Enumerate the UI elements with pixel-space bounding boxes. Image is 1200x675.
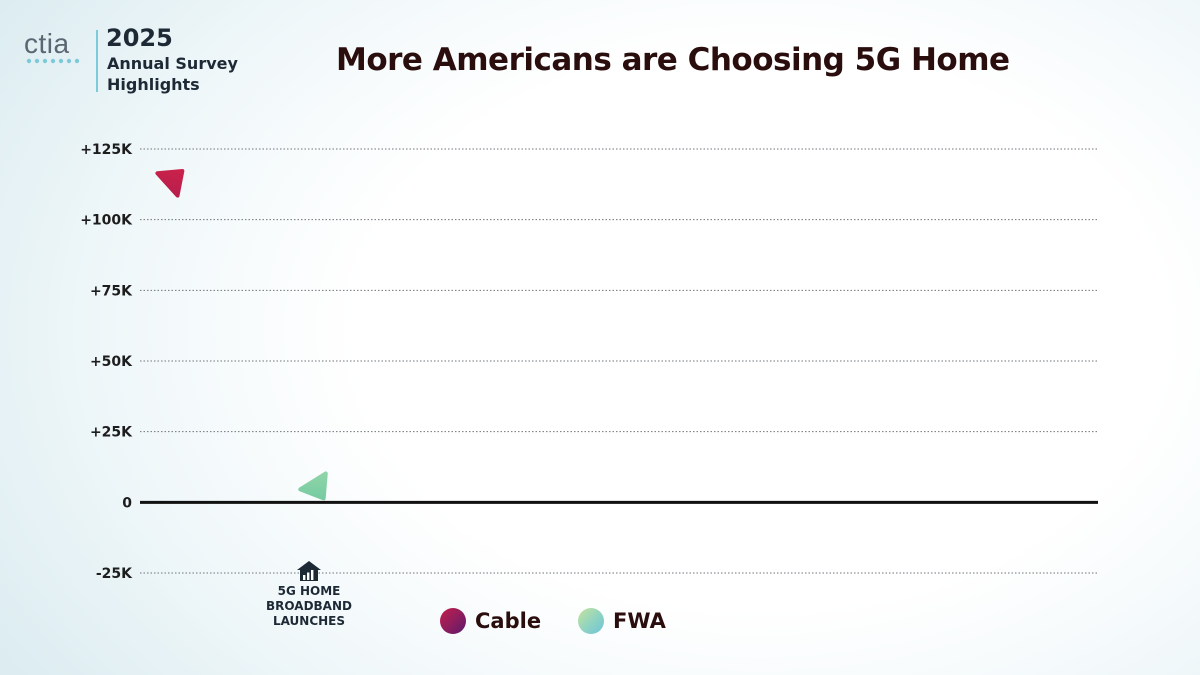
annotation-line: BROADBAND — [266, 599, 352, 613]
arrow-head — [155, 169, 185, 198]
arrow-shaft — [143, 177, 175, 207]
arrow-head — [298, 471, 328, 501]
legend-swatch-fwa — [578, 608, 604, 634]
chart-title: More Americans are Choosing 5G Home — [336, 42, 1010, 78]
y-tick-label: -25K — [96, 566, 133, 582]
legend-label-cable: Cable — [475, 609, 542, 633]
logo-divider — [96, 30, 98, 92]
arrow-shaft — [294, 455, 321, 490]
y-tick-label: +125K — [80, 142, 133, 158]
trend-arrow-cable — [143, 169, 185, 207]
y-tick-label: 0 — [122, 495, 132, 511]
logo-text: ctia — [24, 28, 70, 59]
house-signal-icon — [297, 561, 321, 581]
launch-annotation: 5G HOME BROADBAND LAUNCHES — [256, 560, 362, 629]
legend-swatch-cable — [440, 608, 466, 634]
legend-item-fwa: FWA — [578, 606, 666, 636]
survey-subtitle-line2: Highlights — [107, 75, 200, 94]
y-tick-label: +50K — [90, 354, 133, 370]
y-tick-label: +25K — [90, 425, 133, 441]
y-tick-label: +100K — [80, 213, 133, 229]
survey-year: 2025 — [106, 24, 173, 52]
annotation-line: 5G HOME — [277, 584, 341, 598]
y-tick-label: +75K — [90, 283, 133, 299]
annotation-line: LAUNCHES — [272, 614, 346, 628]
ctia-logo: ctia 2025 Annual Survey Highlights — [24, 24, 264, 96]
logo-dots-icon — [26, 58, 80, 64]
survey-subtitle-line1: Annual Survey — [107, 54, 238, 73]
legend-label-fwa: FWA — [613, 609, 666, 633]
legend-item-cable: Cable — [440, 606, 541, 636]
trend-arrow-fwa — [294, 455, 328, 501]
